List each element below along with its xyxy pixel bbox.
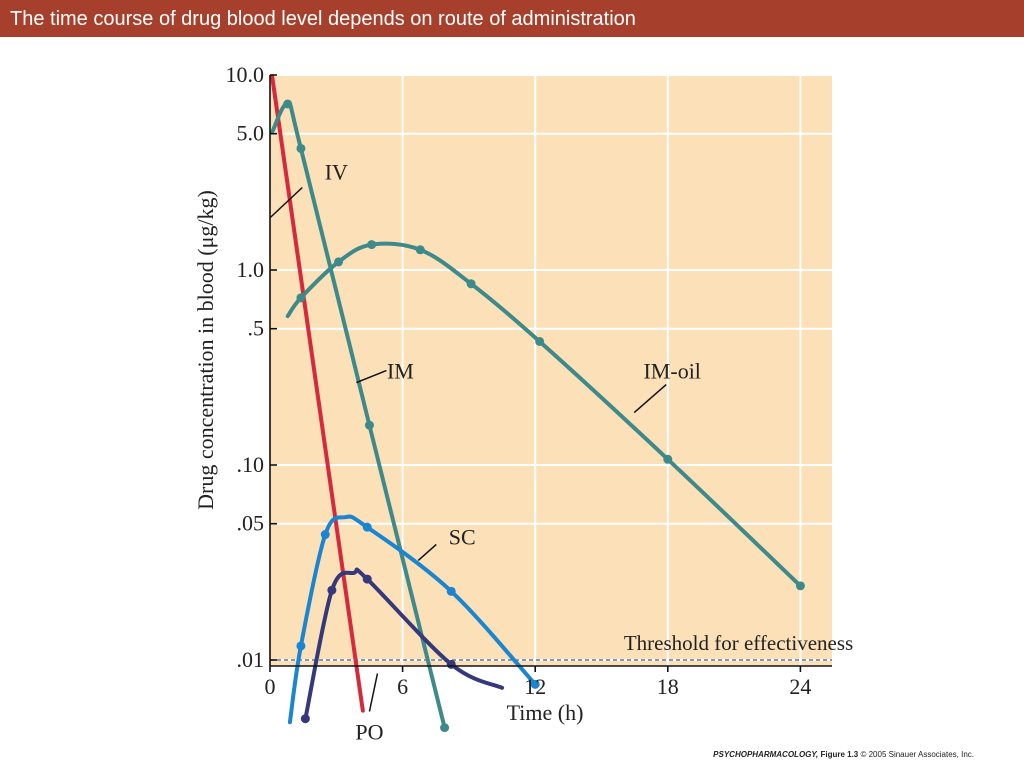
credit-copyright: © 2005 Sinauer Associates, Inc. [860,750,974,759]
series-line-iv [270,74,365,713]
data-point-im-oil [334,257,344,267]
slide-title: The time course of drug blood level depe… [10,8,636,30]
data-point-sc [362,522,372,532]
x-axis-label: Time (h) [507,700,584,725]
y-axis-label: Drug concentration in blood (μg/kg) [193,190,218,510]
data-point-im [296,143,306,153]
y-tick-label: 5.0 [237,121,265,146]
y-tick-label: 1.0 [237,257,265,282]
data-point-im-oil [535,336,545,346]
series-label-po: PO [355,719,383,744]
y-tick-label: 10.0 [226,62,265,87]
series-label-sc: SC [449,524,476,549]
series-label-im-oil: IM-oil [643,359,700,384]
data-point-im-oil [663,454,673,464]
data-point-po [327,585,337,595]
data-point-po [446,659,456,669]
callout-leader-im [356,369,387,384]
callout-leader-iv [269,186,303,219]
x-tick-label: 6 [397,674,408,699]
data-point-im-oil [466,279,476,289]
callout-leader-sc [417,543,437,562]
data-point-im [283,99,293,109]
threshold-label: Threshold for effectiveness [624,631,853,655]
credit-book: PSYCHOPHARMACOLOGY, [713,750,819,759]
y-tick-label: .01 [237,647,265,672]
callout-leader-im-oil [633,383,667,414]
x-tick-label: 12 [524,674,546,699]
data-point-im [364,420,374,430]
series-label-im: IM [387,359,414,384]
callout-leader-po [368,673,379,712]
x-tick-label: 18 [657,674,679,699]
data-point-im-oil [795,581,805,591]
data-point-sc [320,530,330,540]
data-point-sc [296,641,306,651]
x-tick-label: 0 [265,674,276,699]
data-point-im-oil [367,240,377,250]
y-tick-label: .10 [237,452,265,477]
credit-figure: Figure 1.3 [820,750,859,759]
data-point-sc [446,586,456,596]
series-label-iv: IV [325,159,348,184]
figure-credit: PSYCHOPHARMACOLOGY, Figure 1.3 © 2005 Si… [713,750,974,759]
data-point-im-oil [296,293,306,303]
data-point-po [362,574,372,584]
y-tick-label: .5 [248,316,265,341]
y-tick-label: .05 [237,511,265,536]
x-tick-label: 24 [789,674,811,699]
data-point-im [440,723,450,733]
data-point-sc [530,679,540,689]
plot-area [270,75,832,666]
slide-title-bar: The time course of drug blood level depe… [0,0,1024,37]
data-point-po [300,714,310,724]
data-point-im-oil [415,245,425,255]
